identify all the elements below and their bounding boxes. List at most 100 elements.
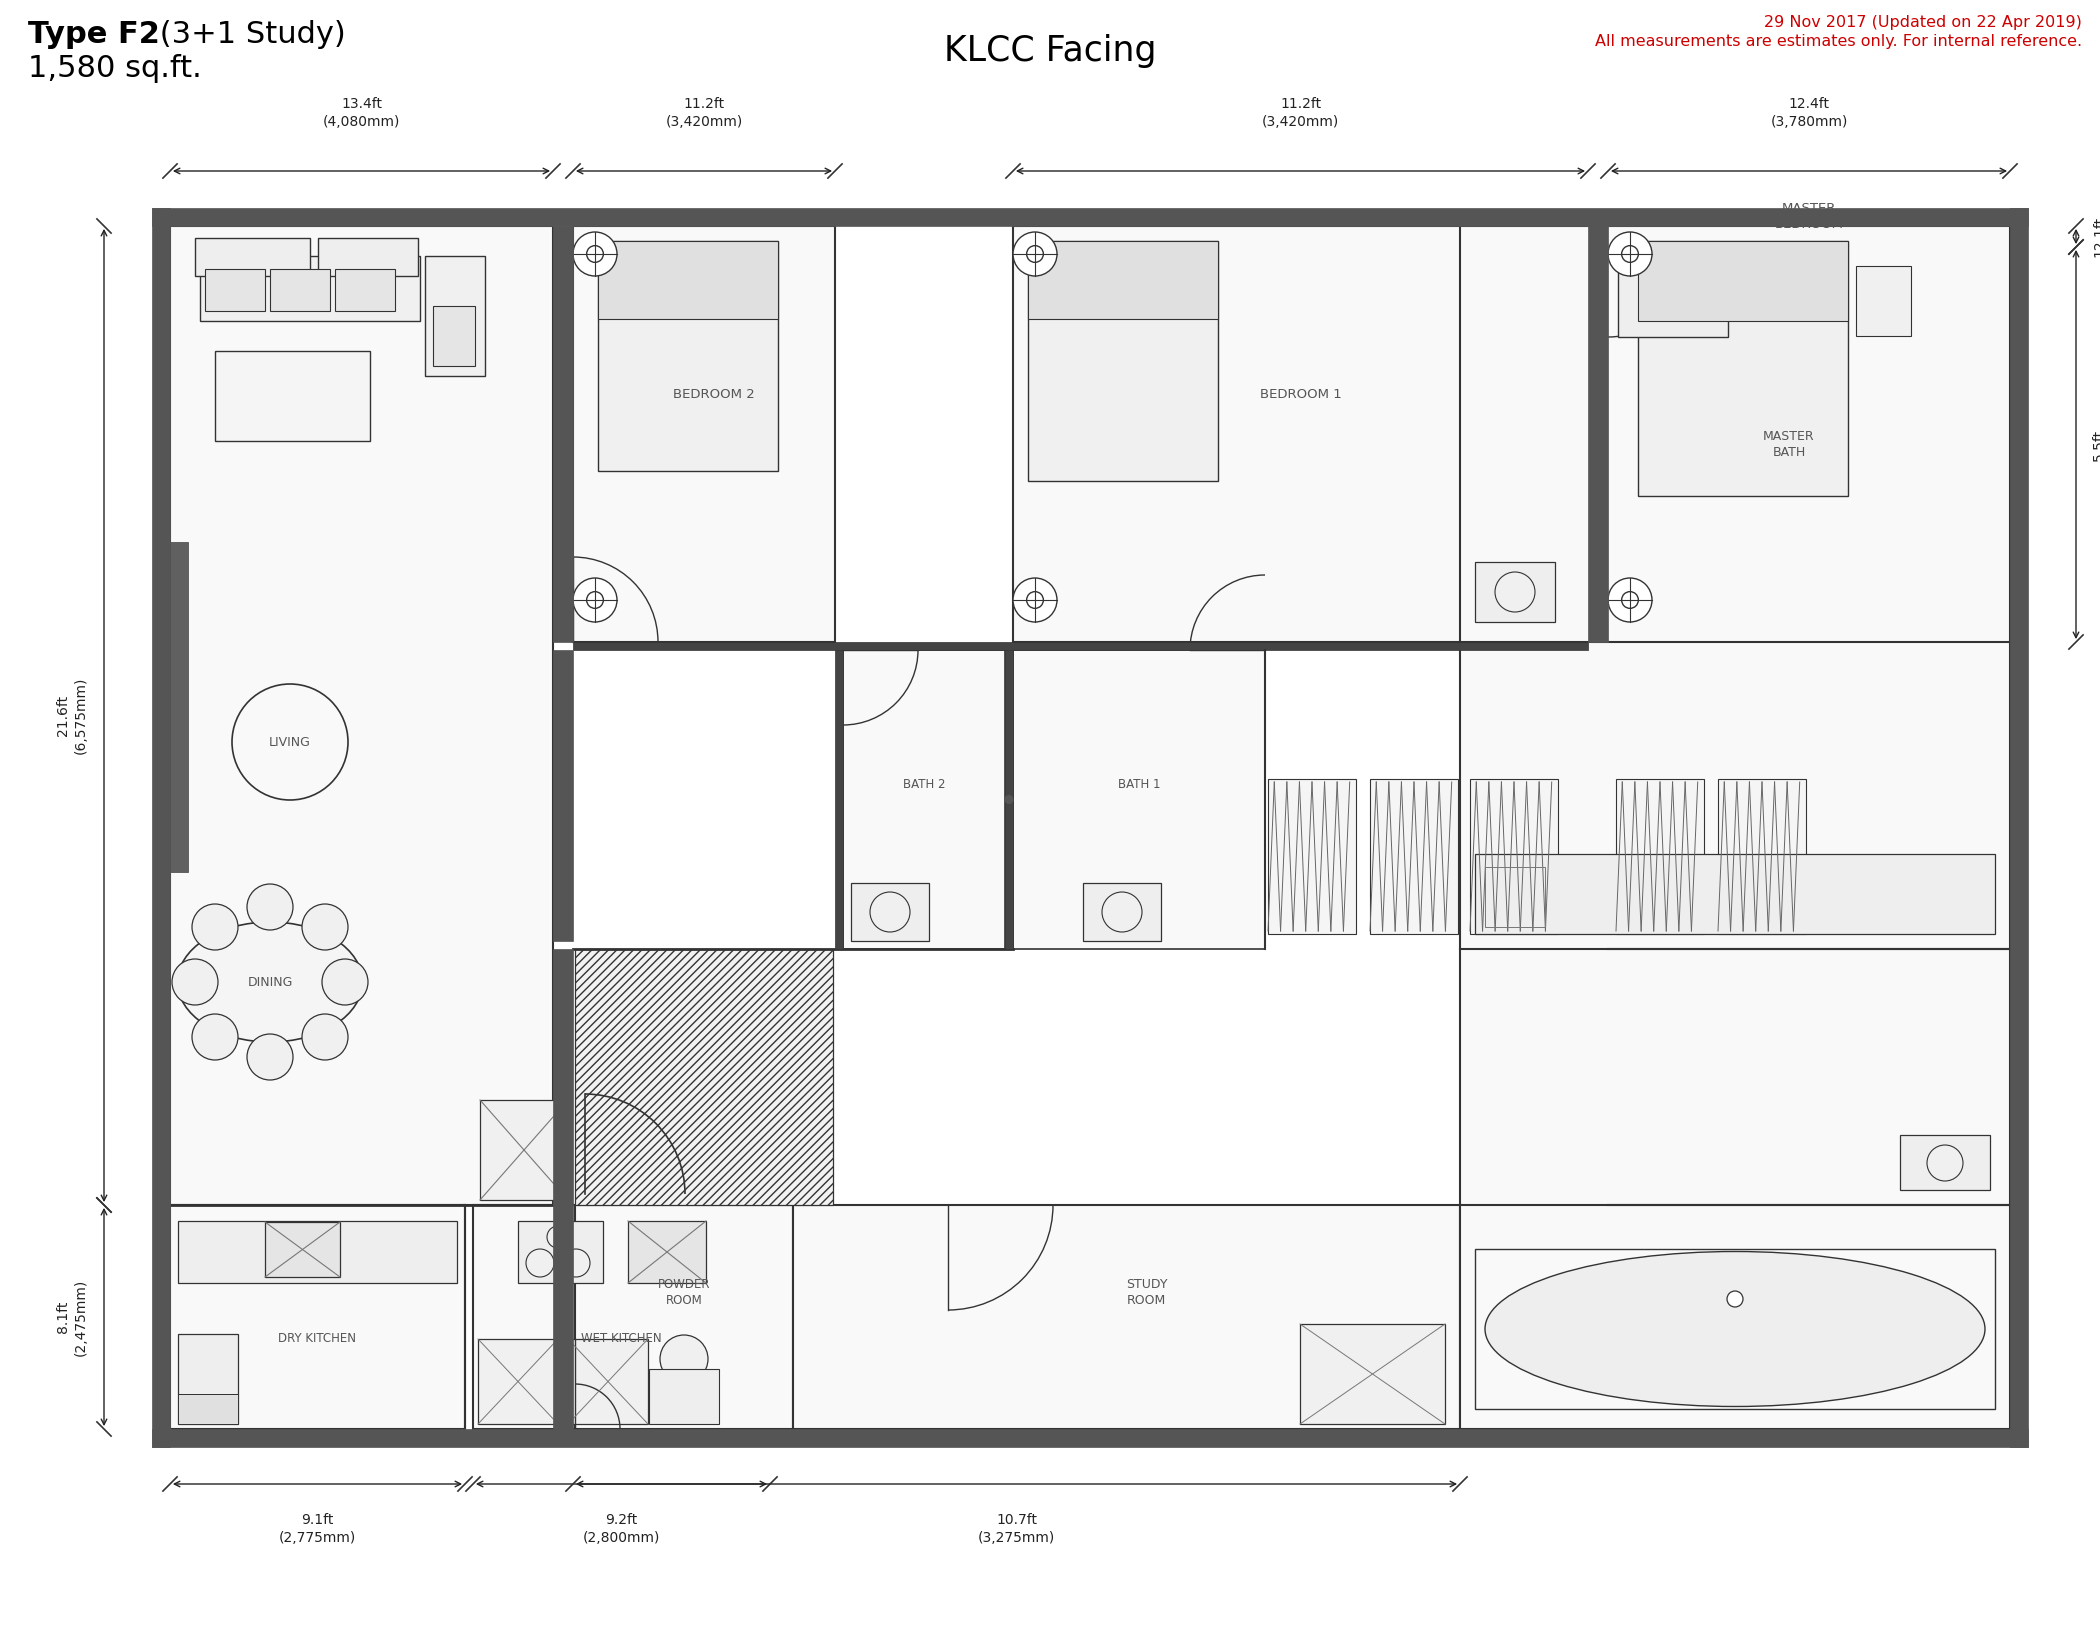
Circle shape	[869, 892, 909, 933]
Text: 5.5ft
(1,675mm): 5.5ft (1,675mm)	[2092, 406, 2100, 483]
Bar	[1617, 264, 1728, 337]
Bar	[628, 1222, 706, 1282]
Bar	[1460, 227, 2010, 1429]
Circle shape	[586, 591, 603, 608]
Bar	[1470, 778, 1558, 934]
Text: STUDY
ROOM: STUDY ROOM	[1126, 1277, 1168, 1307]
Bar	[1084, 883, 1161, 941]
Circle shape	[1102, 892, 1142, 933]
Bar	[598, 241, 777, 471]
Bar	[151, 1429, 2029, 1447]
Circle shape	[1609, 232, 1653, 276]
Ellipse shape	[1485, 1251, 1984, 1407]
Text: (3+1 Study): (3+1 Study)	[149, 20, 346, 49]
Circle shape	[172, 959, 218, 1005]
Bar	[1638, 241, 1848, 496]
Bar	[1485, 867, 1546, 928]
Text: 10.7ft
(3,275mm): 10.7ft (3,275mm)	[979, 1514, 1054, 1545]
Bar	[573, 227, 836, 642]
Circle shape	[1012, 232, 1056, 276]
Bar	[151, 209, 2029, 227]
Bar	[1856, 266, 1911, 337]
Circle shape	[563, 1250, 590, 1277]
Text: All measurements are estimates only. For internal reference.: All measurements are estimates only. For…	[1594, 33, 2081, 49]
Circle shape	[248, 883, 294, 929]
Bar	[1012, 650, 1264, 949]
Bar	[1588, 227, 1609, 642]
Circle shape	[573, 232, 617, 276]
Text: DINING: DINING	[248, 975, 292, 988]
Bar	[552, 1205, 573, 1429]
Circle shape	[321, 959, 368, 1005]
Text: 21.6ft
(6,575mm): 21.6ft (6,575mm)	[57, 677, 88, 754]
Circle shape	[1027, 591, 1044, 608]
Bar	[649, 1369, 718, 1424]
Text: DRY KITCHEN: DRY KITCHEN	[279, 1333, 357, 1345]
Circle shape	[1609, 578, 1653, 622]
Text: POWDER
ROOM: POWDER ROOM	[657, 1277, 710, 1307]
Bar	[598, 241, 777, 319]
Bar	[178, 1222, 458, 1282]
Text: BEDROOM 2: BEDROOM 2	[674, 388, 754, 401]
Circle shape	[1621, 591, 1638, 608]
Text: BEDROOM 1: BEDROOM 1	[1260, 388, 1342, 401]
Bar	[170, 227, 552, 1205]
Circle shape	[573, 578, 617, 622]
Bar	[1474, 562, 1554, 622]
Text: 8.1ft
(2,475mm): 8.1ft (2,475mm)	[57, 1279, 88, 1356]
Bar	[336, 269, 395, 310]
Bar	[1369, 778, 1457, 934]
Bar	[552, 227, 573, 642]
Bar	[552, 949, 573, 1205]
Bar	[206, 269, 265, 310]
Bar	[1718, 778, 1806, 934]
Circle shape	[231, 685, 349, 800]
Bar	[317, 238, 418, 276]
Text: KLCC Facing: KLCC Facing	[943, 34, 1157, 67]
Text: LIVING: LIVING	[269, 736, 311, 749]
Bar	[195, 238, 311, 276]
Bar	[265, 1222, 340, 1277]
Bar	[433, 305, 475, 366]
Text: 1,580 sq.ft.: 1,580 sq.ft.	[27, 54, 202, 82]
Circle shape	[302, 905, 349, 951]
Circle shape	[1006, 795, 1012, 803]
Circle shape	[248, 1034, 294, 1080]
Text: MASTER
BATH: MASTER BATH	[1764, 430, 1814, 460]
Bar	[170, 542, 189, 872]
Circle shape	[546, 1227, 569, 1248]
Circle shape	[586, 246, 603, 263]
Text: 9.2ft
(2,800mm): 9.2ft (2,800mm)	[584, 1514, 659, 1545]
Bar	[573, 642, 1588, 650]
Circle shape	[191, 1015, 237, 1061]
Bar	[552, 650, 573, 941]
Text: 12.1ft
(3,675mm): 12.1ft (3,675mm)	[2092, 197, 2100, 276]
Bar	[613, 261, 672, 310]
Bar	[472, 1205, 771, 1429]
Bar	[1012, 227, 1588, 642]
Bar	[1609, 227, 2010, 246]
Text: MASTER
BEDROOM: MASTER BEDROOM	[1774, 202, 1844, 232]
Bar	[2010, 209, 2029, 1447]
Circle shape	[1495, 571, 1535, 612]
Text: 13.4ft
(4,080mm): 13.4ft (4,080mm)	[323, 97, 401, 128]
Text: 9.1ft
(2,775mm): 9.1ft (2,775mm)	[279, 1514, 357, 1545]
Bar	[519, 1222, 603, 1282]
Bar	[1029, 241, 1218, 319]
Text: BATH 2: BATH 2	[903, 778, 945, 791]
Bar	[481, 1100, 567, 1200]
Bar	[479, 1338, 559, 1424]
Bar	[794, 1205, 1460, 1429]
Text: BATH 1: BATH 1	[1117, 778, 1159, 791]
Bar	[697, 261, 756, 310]
Text: 29 Nov 2017 (Updated on 22 Apr 2019): 29 Nov 2017 (Updated on 22 Apr 2019)	[1764, 15, 2081, 30]
Bar	[170, 1205, 464, 1429]
Ellipse shape	[178, 923, 363, 1043]
Text: 11.2ft
(3,420mm): 11.2ft (3,420mm)	[666, 97, 743, 128]
Bar	[1138, 261, 1197, 310]
Bar	[1474, 854, 1995, 934]
Text: WET KITCHEN: WET KITCHEN	[582, 1333, 662, 1345]
Circle shape	[302, 1015, 349, 1061]
Circle shape	[659, 1335, 708, 1383]
Circle shape	[1726, 1291, 1743, 1307]
